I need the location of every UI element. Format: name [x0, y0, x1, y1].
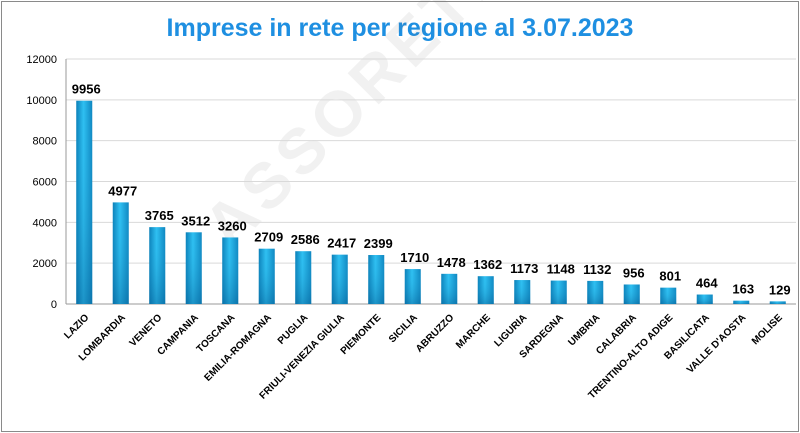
data-label: 9956 — [72, 82, 101, 97]
data-label: 1148 — [547, 262, 575, 277]
x-tick-label: PUGLIA — [276, 312, 310, 346]
y-tick-label: 2000 — [33, 258, 57, 270]
y-tick-label: 10000 — [26, 95, 57, 107]
data-label: 1478 — [437, 255, 466, 270]
bar-shade — [514, 280, 531, 304]
chart-title: Imprese in rete per regione al 3.07.2023 — [166, 14, 634, 42]
data-label: 956 — [623, 265, 645, 280]
data-label: 2399 — [364, 236, 393, 251]
y-tick-label: 4000 — [33, 217, 57, 229]
data-label: 3260 — [218, 218, 247, 233]
x-tick-label: UMBRIA — [566, 312, 602, 348]
bar-shade — [149, 227, 166, 304]
bar-shade — [258, 248, 275, 304]
bar-shade — [733, 300, 750, 304]
data-label: 2709 — [254, 230, 283, 245]
bar-shade — [331, 254, 348, 304]
data-label: 1132 — [583, 262, 611, 277]
x-tick-label: LAZIO — [62, 312, 91, 341]
bar-shade — [477, 276, 494, 304]
bar-shade — [587, 280, 604, 304]
x-tick-label: VENETO — [128, 312, 165, 349]
x-tick-label: MARCHE — [454, 312, 493, 351]
bar-shade — [368, 255, 385, 304]
bar-shade — [295, 251, 312, 304]
bar-shade — [660, 287, 677, 304]
data-label: 801 — [659, 269, 681, 284]
x-tick-label: MOLISE — [750, 312, 785, 347]
data-label: 3512 — [181, 213, 210, 228]
data-label: 1173 — [510, 261, 538, 276]
data-label: 2417 — [327, 236, 356, 251]
y-tick-label: 0 — [51, 299, 57, 311]
bar-shade — [550, 280, 567, 304]
y-tick-label: 6000 — [33, 177, 57, 189]
data-label: 464 — [696, 276, 718, 291]
x-tick-label: EMILIA-ROMAGNA — [202, 312, 273, 383]
bar-shade — [404, 269, 421, 304]
data-label: 129 — [769, 282, 791, 297]
bars — [76, 100, 786, 305]
x-tick-label: LIGURIA — [493, 312, 530, 349]
bar-shade — [185, 232, 202, 304]
data-label: 163 — [732, 282, 754, 297]
y-tick-labels: 0 2000 4000 6000 8000 10000 12000 — [26, 54, 57, 311]
bar-shade — [76, 100, 93, 305]
bar-shade — [441, 273, 458, 304]
bar-shade — [696, 294, 713, 304]
y-tick-label: 12000 — [26, 54, 57, 66]
data-label: 1710 — [400, 250, 429, 265]
x-tick-label: SICILIA — [387, 312, 420, 345]
data-label: 2586 — [291, 232, 320, 247]
bar-shade — [222, 237, 239, 304]
y-tick-label: 8000 — [33, 136, 57, 148]
data-label: 4977 — [108, 183, 137, 198]
bar-shade — [769, 301, 786, 304]
data-label: 3765 — [145, 208, 174, 223]
data-label: 1362 — [473, 257, 502, 272]
grid-lines — [66, 58, 796, 305]
bar-shade — [623, 284, 640, 304]
value-labels: 9956 4977 3765 3512 3260 2709 2586 2417 2399 1710… — [72, 82, 791, 298]
bar-shade — [112, 202, 129, 304]
x-tick-label: ABRUZZO — [414, 312, 456, 354]
